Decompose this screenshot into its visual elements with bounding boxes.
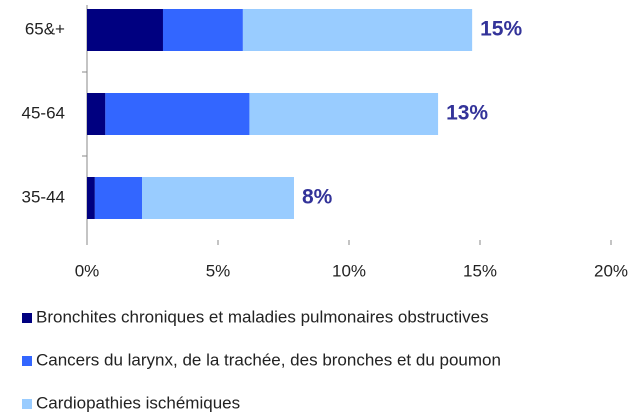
x-tick-label: 20% <box>594 261 628 280</box>
total-label: 13% <box>446 102 488 125</box>
legend-label: Bronchites chroniques et maladies pulmon… <box>36 307 489 326</box>
x-tick-label: 10% <box>332 261 366 280</box>
legend-swatch <box>22 313 32 323</box>
total-label: 8% <box>302 186 333 209</box>
x-tick-label: 15% <box>463 261 497 280</box>
bar-segment <box>249 93 439 135</box>
bar-segment <box>94 177 143 219</box>
x-tick-label: 0% <box>75 261 100 280</box>
total-label: 15% <box>480 18 522 41</box>
bar-segment <box>87 93 106 135</box>
y-tick-label: 35-44 <box>22 187 65 206</box>
bar-segment <box>87 9 163 51</box>
bar-segment <box>105 93 250 135</box>
bar-segment <box>242 9 473 51</box>
bar-segment <box>142 177 294 219</box>
bar-segment <box>87 177 95 219</box>
y-tick-label: 45-64 <box>22 103 65 122</box>
y-tick-label: 65&+ <box>25 19 65 38</box>
bar-segment <box>162 9 243 51</box>
legend-swatch <box>22 399 32 409</box>
legend-swatch <box>22 356 32 366</box>
x-tick-label: 5% <box>206 261 231 280</box>
legend-label: Cancers du larynx, de la trachée, des br… <box>36 350 501 369</box>
legend-label: Cardiopathies ischémiques <box>36 393 240 412</box>
